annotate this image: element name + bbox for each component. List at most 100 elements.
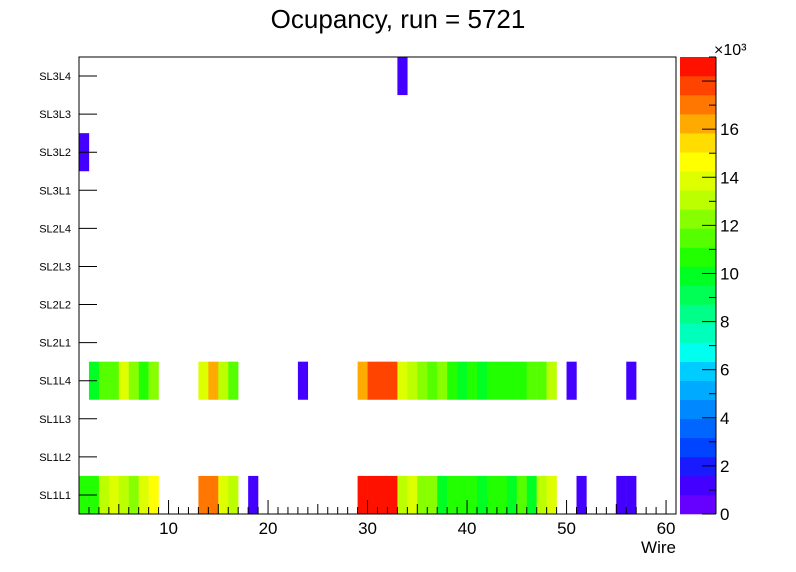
y-tick-label: SL1L3: [39, 414, 71, 426]
heatmap-cell-SL1L1-w8: [148, 475, 159, 514]
heatmap-cell-SL1L1-w48: [546, 475, 557, 514]
z-tick-label: 14: [720, 168, 739, 187]
heatmap-cell-SL1L4-w37: [437, 361, 448, 400]
palette-band: [680, 323, 716, 343]
heatmap-cell-SL1L4-w30: [367, 361, 378, 400]
y-tick-label: SL2L3: [39, 261, 71, 273]
heatmap-cell-SL1L1-w55: [616, 475, 627, 514]
y-tick-label: SL2L2: [39, 300, 71, 312]
palette-band: [680, 399, 716, 420]
heatmap-cell-SL1L4-w40: [467, 361, 478, 400]
y-axis: SL1L1 SL1L2 SL1L3 SL1L4 SL2L1 SL2L2 SL2L3 SL2L4…: [39, 71, 97, 502]
heatmap-cell-SL1L4-w8: [148, 361, 159, 400]
z-tick-label: 16: [720, 120, 739, 139]
z-tick-label: 12: [720, 216, 739, 235]
z-tick-label: 2: [720, 457, 729, 476]
palette-band: [680, 494, 716, 515]
heatmap-cell-SL1L4-w31: [377, 361, 388, 400]
heatmap-cell-SL1L1-w6: [128, 475, 139, 514]
heatmap-cell-SL1L4-w32: [387, 361, 398, 400]
heatmap-cell-SL1L1-w15: [218, 475, 229, 514]
heatmap-cell-SL1L1-w42: [486, 475, 498, 514]
palette-band: [680, 342, 716, 362]
y-tick-label: SL3L1: [39, 185, 71, 197]
heatmap-cell-SL1L4-w16: [228, 361, 239, 400]
heatmap-cell-SL1L4-w4: [108, 361, 119, 400]
heatmap-cell-SL1L4-w7: [138, 361, 149, 400]
heatmap-cell-SL1L1-w5: [118, 475, 129, 514]
heatmap-cell-SL1L4-w44: [506, 361, 517, 400]
heatmap-cell-SL1L1-w40: [467, 475, 478, 514]
heatmap-cell-SL1L1-w37: [437, 475, 448, 514]
x-tick-label: 20: [259, 519, 278, 538]
z-tick-label: 4: [720, 409, 729, 428]
palette-band: [680, 418, 716, 439]
heatmap-cell-SL1L4-w46: [526, 361, 537, 400]
heatmap-cell-SL1L4-w56: [626, 361, 637, 400]
palette-band: [680, 228, 716, 248]
palette-band: [680, 152, 716, 172]
palette-band: [680, 361, 716, 382]
heatmap-cell-SL1L4-w14: [208, 361, 219, 400]
heatmap-cell-SL1L4-w48: [546, 361, 557, 400]
x-axis: 10 20 30 40 50 60: [78, 500, 677, 538]
heatmap-cell-SL1L1-w32: [387, 475, 398, 514]
heatmap-cell-SL1L1-w7: [138, 475, 149, 514]
heatmap-cell-SL1L1-w31: [377, 475, 388, 514]
heatmap-cell-SL1L4-w35: [417, 361, 428, 400]
heatmap-cell-SL1L4-w45: [516, 361, 527, 400]
palette-band: [680, 171, 716, 191]
heatmap-cell-SL3L4-w33: [397, 57, 408, 96]
y-tick-label: SL1L1: [39, 490, 71, 502]
x-tick-label: 10: [159, 519, 178, 538]
heatmap-cell-SL1L1-w18: [248, 475, 259, 514]
heatmap-cell-SL1L4-w3: [98, 361, 110, 400]
heatmap-cell-SL1L1-w14: [208, 475, 219, 514]
heatmap-cell-SL1L1-w30: [367, 475, 378, 514]
palette-band: [680, 380, 716, 401]
heatmap-cell-SL1L4-w23: [297, 361, 309, 400]
heatmap-cell-SL1L1-w47: [536, 475, 547, 514]
heatmap-cell-SL1L1-w38: [447, 475, 458, 514]
heatmap-cell-SL1L1-w39: [457, 475, 468, 514]
heatmap-cell-SL1L4-w41: [477, 361, 488, 400]
heatmap-cell-SL1L1-w16: [228, 475, 239, 514]
heatmap-cell-SL1L4-w13: [198, 361, 209, 400]
y-tick-label: SL3L2: [39, 147, 71, 159]
y-tick-label: SL2L4: [39, 223, 71, 235]
y-tick-label: SL2L1: [39, 338, 71, 350]
heatmap-cell-SL1L1-w45: [516, 475, 527, 514]
heatmap-cell-SL1L1-w3: [98, 475, 110, 514]
y-tick-label: SL3L4: [39, 71, 71, 83]
heatmap-cell-SL1L4-w15: [218, 361, 229, 400]
heatmap-cell-SL1L4-w50: [566, 361, 577, 400]
heatmap-cell-SL1L1-w29: [357, 475, 368, 514]
palette-band: [680, 190, 716, 210]
y-tick-label: SL3L3: [39, 109, 71, 121]
palette-band: [680, 95, 716, 115]
heatmap-cell-SL1L4-w43: [496, 361, 508, 400]
heatmap-cell-SL1L4-w36: [427, 361, 438, 400]
palette-band: [680, 285, 716, 305]
z-axis-exponent: ×10³: [714, 42, 747, 59]
x-tick-label: 50: [557, 519, 576, 538]
palette-band: [680, 475, 716, 496]
palette-band: [680, 114, 716, 134]
y-tick-label: SL1L2: [39, 452, 71, 464]
heatmap-cell-SL1L1-w34: [407, 475, 418, 514]
x-tick-label: 30: [358, 519, 377, 538]
z-axis: 0 2 4 6 8 10 12 14 16: [702, 56, 739, 524]
heatmap-cell-SL1L1-w35: [417, 475, 428, 514]
heatmap-cell-SL1L4-w33: [397, 361, 408, 400]
heatmap-cell-SL1L4-w38: [447, 361, 458, 400]
plot-frame: [78, 56, 677, 515]
heatmap-cell-SL1L4-w47: [536, 361, 547, 400]
heatmap-cell-SL1L1-w36: [427, 475, 438, 514]
heatmap-cell-SL1L1-w13: [198, 475, 209, 514]
heatmap-cell-SL1L1-w56: [626, 475, 637, 514]
palette-band: [680, 133, 716, 153]
heatmap-cell-SL1L1-w46: [526, 475, 537, 514]
heatmap-cell-SL1L1-w33: [397, 475, 408, 514]
heatmap-cells: [79, 57, 637, 514]
